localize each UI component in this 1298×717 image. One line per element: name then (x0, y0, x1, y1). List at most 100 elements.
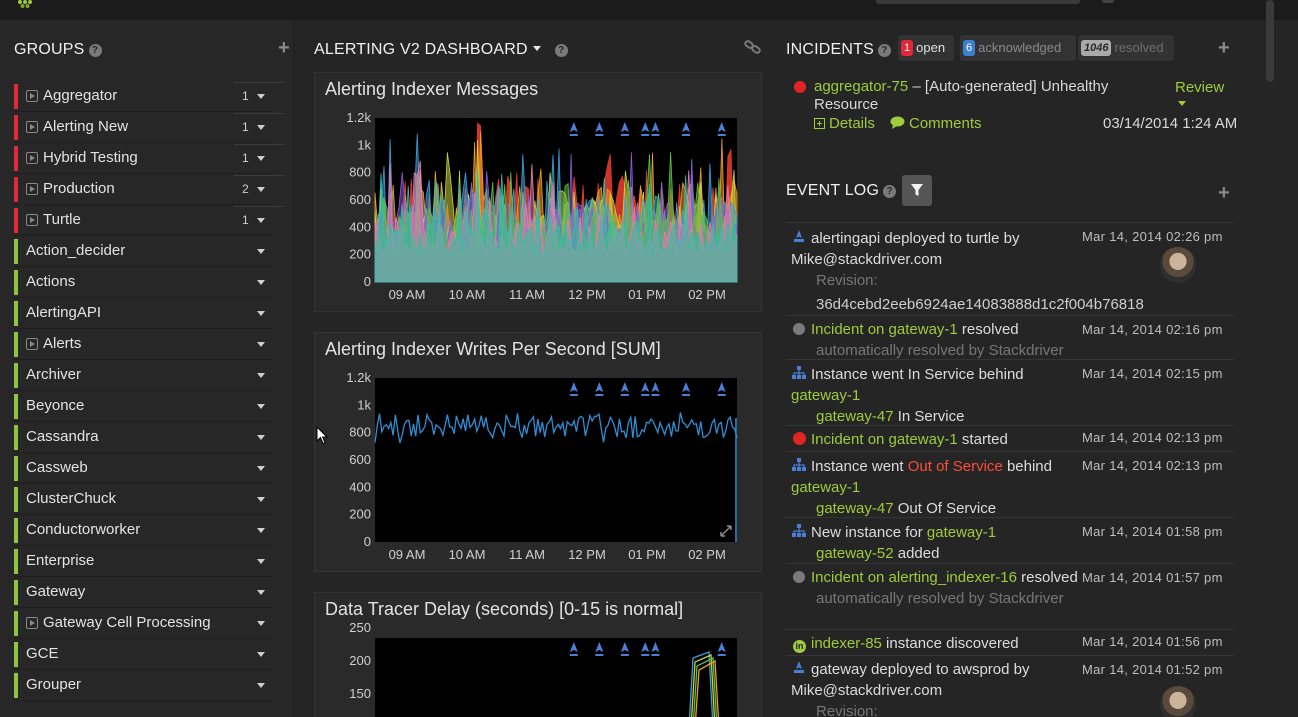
group-name[interactable]: ClusterChuck (26, 490, 117, 507)
chevron-down-icon[interactable] (257, 311, 265, 316)
chevron-down-icon[interactable] (257, 528, 265, 533)
event-link[interactable]: gateway-1 (791, 387, 861, 404)
group-item[interactable]: Turtle 1 (14, 205, 284, 236)
filter-button[interactable] (902, 175, 932, 206)
group-name[interactable]: Gateway Cell Processing (43, 614, 211, 631)
avatar[interactable] (1160, 686, 1196, 717)
group-name[interactable]: Action_decider (26, 242, 126, 259)
group-name[interactable]: Turtle (43, 211, 81, 228)
chevron-down-icon[interactable] (532, 46, 541, 51)
group-name[interactable]: Aggregator (43, 87, 118, 104)
group-name[interactable]: Archiver (26, 366, 82, 383)
expand-icon[interactable] (26, 90, 38, 102)
group-name[interactable]: Enterprise (26, 552, 95, 569)
group-item[interactable]: GCE (14, 639, 272, 670)
expand-icon[interactable] (26, 121, 38, 133)
expand-icon[interactable] (814, 118, 825, 129)
group-item[interactable]: Archiver (14, 360, 272, 391)
add-event-icon[interactable]: + (1218, 182, 1230, 204)
add-group-icon[interactable]: + (278, 37, 290, 59)
details-link[interactable]: Details (814, 115, 875, 132)
chevron-down-icon[interactable] (257, 621, 265, 626)
group-name[interactable]: Beyonce (26, 397, 85, 414)
comment-icon[interactable] (890, 116, 905, 129)
expand-icon[interactable] (26, 617, 38, 629)
group-item[interactable]: Alerts (14, 329, 272, 360)
chevron-down-icon[interactable] (257, 280, 265, 285)
event-link[interactable]: indexer-85 (811, 635, 882, 652)
group-name[interactable]: GCE (26, 645, 59, 662)
group-item[interactable]: Action_decider (14, 236, 272, 267)
group-item[interactable]: Actions (14, 267, 272, 298)
chevron-down-icon[interactable] (257, 590, 265, 595)
chevron-down-icon[interactable] (257, 652, 265, 657)
chart-indexer-messages[interactable]: 0 200 400 600 800 1k 1.2k 09 AM 10 AM 11 AM 12 PM 0… (315, 73, 763, 313)
group-name[interactable]: Cassandra (26, 428, 99, 445)
chevron-down-icon[interactable] (257, 125, 265, 130)
group-item[interactable]: Beyonce (14, 391, 272, 422)
group-item[interactable]: Production 2 (14, 174, 284, 205)
group-item[interactable]: Aggregator 1 (14, 81, 284, 112)
comments-label[interactable]: Comments (909, 115, 982, 132)
incident-link[interactable]: aggregator-75 (814, 78, 909, 95)
review-label[interactable]: Review (1175, 79, 1225, 96)
help-icon[interactable]: ? (88, 44, 102, 57)
event-link[interactable]: Incident on gateway-1 (811, 431, 958, 448)
chevron-down-icon[interactable] (257, 435, 265, 440)
group-item[interactable]: Enterprise (14, 546, 272, 577)
event-sublink[interactable]: gateway-47 (816, 408, 894, 425)
avatar[interactable] (1160, 247, 1196, 283)
resolved-incidents-badge[interactable]: 1046 resolved (1078, 35, 1174, 61)
open-incidents-badge[interactable]: 1 open (898, 35, 954, 61)
group-name[interactable]: Production (43, 180, 115, 197)
chevron-down-icon[interactable] (257, 187, 265, 192)
group-name[interactable]: AlertingAPI (26, 304, 102, 321)
group-item[interactable]: Conductorworker (14, 515, 272, 546)
link-icon[interactable] (744, 40, 762, 54)
chevron-down-icon[interactable] (257, 94, 265, 99)
search-input[interactable] (876, 0, 1080, 4)
dashboard-title[interactable]: ALERTING V2 DASHBOARD? (314, 41, 568, 59)
group-name[interactable]: Actions (26, 273, 76, 290)
dashboard-title-label[interactable]: ALERTING V2 DASHBOARD (314, 41, 528, 58)
expand-icon[interactable] (26, 338, 38, 350)
scrollbar[interactable] (1266, 0, 1274, 82)
group-name[interactable]: Alerting New (43, 118, 129, 135)
event-link[interactable]: Incident on gateway-1 (811, 321, 958, 338)
chevron-down-icon[interactable] (257, 373, 265, 378)
group-name[interactable]: Conductorworker (26, 521, 141, 538)
chart-indexer-writes[interactable]: 0 200 400 600 800 1k 1.2k 09 AM 10 AM 11 AM 12 PM 0… (315, 333, 763, 573)
acknowledged-incidents-badge[interactable]: 6 acknowledged (960, 35, 1076, 61)
expand-chart-icon[interactable] (720, 525, 732, 537)
user-menu[interactable] (1102, 0, 1114, 3)
chevron-down-icon[interactable] (257, 683, 265, 688)
group-item[interactable]: AlertingAPI (14, 298, 272, 329)
chevron-down-icon[interactable] (257, 466, 265, 471)
chevron-down-icon[interactable] (257, 559, 265, 564)
group-name[interactable]: Gateway (26, 583, 86, 600)
group-name[interactable]: Alerts (43, 335, 82, 352)
group-name[interactable]: Hybrid Testing (43, 149, 138, 166)
group-item[interactable]: Grouper (14, 670, 272, 701)
expand-icon[interactable] (26, 183, 38, 195)
help-icon[interactable]: ? (883, 185, 897, 198)
chevron-down-icon[interactable] (257, 249, 265, 254)
help-icon[interactable]: ? (878, 44, 892, 57)
event-link[interactable]: gateway-1 (926, 524, 997, 541)
group-name[interactable]: Grouper (26, 676, 82, 693)
event-link[interactable]: Incident on alerting_indexer-16 (811, 569, 1017, 586)
event-sublink[interactable]: gateway-52 (816, 545, 894, 562)
group-item[interactable]: Gateway Cell Processing (14, 608, 272, 639)
group-item[interactable]: Hybrid Testing 1 (14, 143, 284, 174)
group-item[interactable]: Gateway (14, 577, 272, 608)
chevron-down-icon[interactable] (257, 497, 265, 502)
event-sublink[interactable]: gateway-47 (816, 500, 894, 517)
comments-link[interactable]: Comments (890, 115, 982, 132)
event-link[interactable]: gateway-1 (791, 479, 861, 496)
group-item[interactable]: Cassandra (14, 422, 272, 453)
chart-tracer-delay[interactable]: 150 200 250 (315, 593, 763, 717)
add-incident-icon[interactable]: + (1218, 37, 1230, 59)
app-logo[interactable] (12, 0, 36, 9)
chevron-down-icon[interactable] (1178, 101, 1186, 106)
chevron-down-icon[interactable] (257, 342, 265, 347)
